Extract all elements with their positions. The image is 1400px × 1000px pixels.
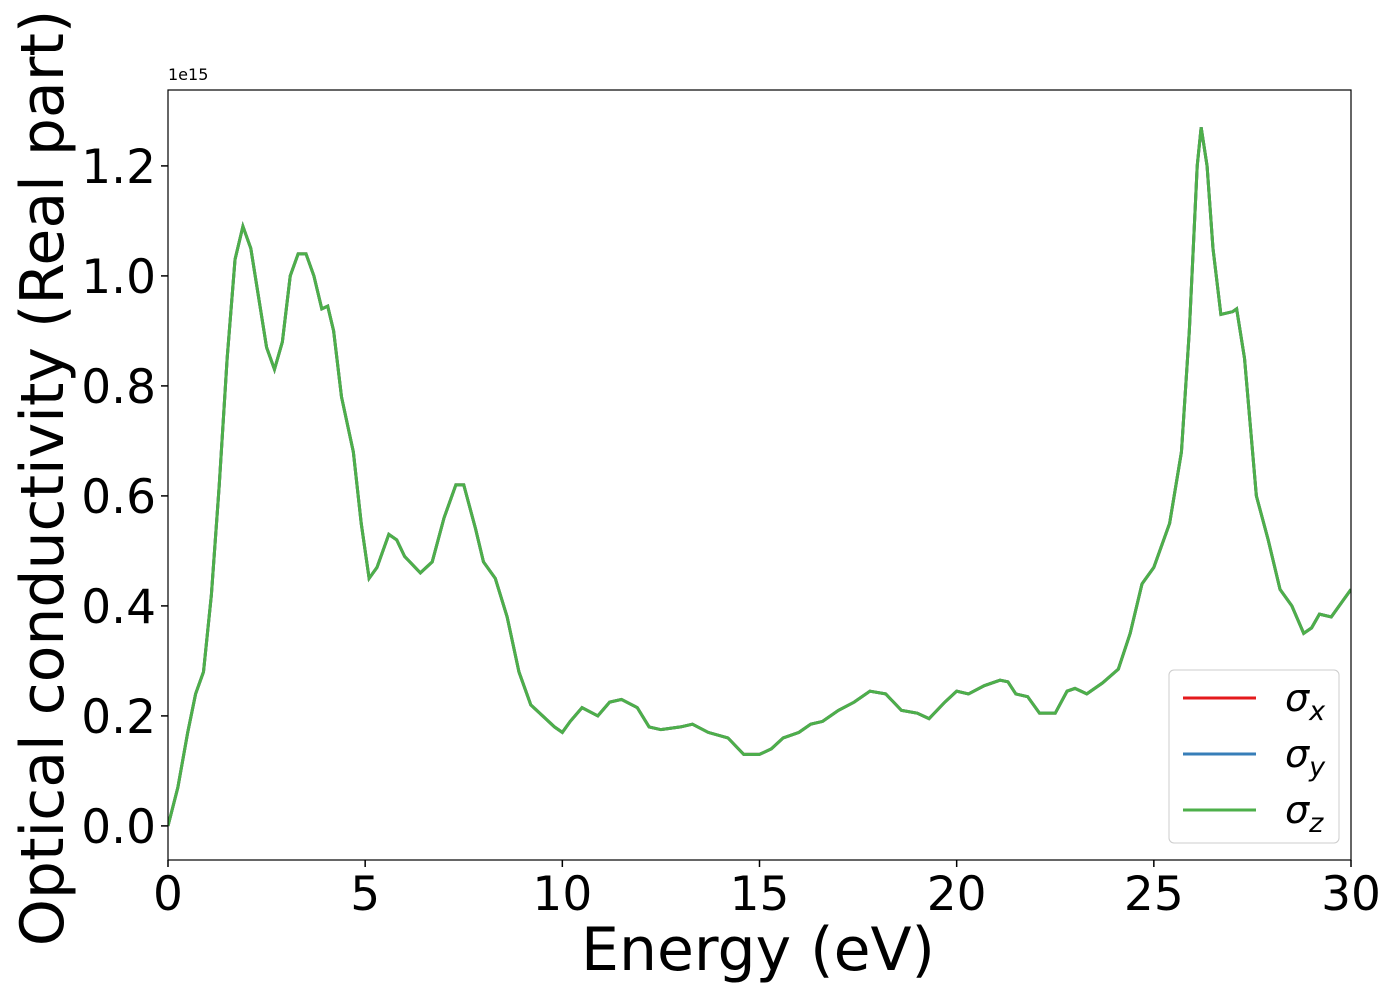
y-tick-label: 0.0 <box>81 800 156 855</box>
y-tick-label: 1.2 <box>81 140 156 195</box>
legend-label: σx <box>1285 676 1326 727</box>
x-tick-label: 10 <box>532 867 592 922</box>
y-tick-label: 0.4 <box>81 580 156 635</box>
y-offset-label: 1e15 <box>168 65 208 84</box>
y-tick-label: 0.6 <box>81 470 156 525</box>
x-tick-label: 20 <box>927 867 987 922</box>
x-axis-label: Energy (eV) <box>581 915 935 985</box>
x-tick-label: 30 <box>1321 867 1381 922</box>
y-tick-label: 1.0 <box>81 250 156 305</box>
legend-label: σy <box>1285 732 1326 783</box>
x-tick-label: 25 <box>1124 867 1184 922</box>
plot-frame <box>167 89 1352 861</box>
y-axis-label: Optical conductivity (Real part) <box>8 10 78 947</box>
y-tick-label: 0.8 <box>81 360 156 415</box>
line-series <box>168 127 1351 827</box>
x-tick-label: 15 <box>730 867 790 922</box>
x-tick-label: 5 <box>350 867 380 922</box>
legend-label: σz <box>1285 788 1324 839</box>
x-tick-label: 0 <box>153 867 183 922</box>
legend-box <box>1168 669 1340 844</box>
y-tick-label: 0.2 <box>81 690 156 745</box>
